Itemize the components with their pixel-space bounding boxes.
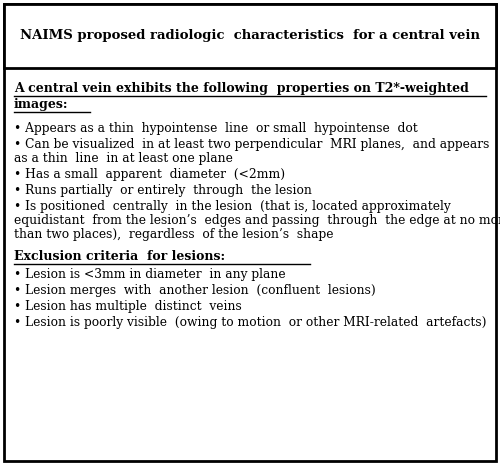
Text: • Is positioned  centrally  in the lesion  (that is, located approximately: • Is positioned centrally in the lesion … <box>14 200 451 213</box>
Text: • Lesion is poorly visible  (owing to motion  or other MRI-related  artefacts): • Lesion is poorly visible (owing to mot… <box>14 316 486 329</box>
Text: • Runs partially  or entirely  through  the lesion: • Runs partially or entirely through the… <box>14 184 312 197</box>
Text: • Appears as a thin  hypointense  line  or small  hypointense  dot: • Appears as a thin hypointense line or … <box>14 122 418 135</box>
Text: • Can be visualized  in at least two perpendicular  MRI planes,  and appears: • Can be visualized in at least two perp… <box>14 138 490 151</box>
Text: equidistant  from the lesion’s  edges and passing  through  the edge at no more: equidistant from the lesion’s edges and … <box>14 214 500 227</box>
Text: NAIMS proposed radiologic  characteristics  for a central vein: NAIMS proposed radiologic characteristic… <box>20 29 480 42</box>
Text: than two places),  regardless  of the lesion’s  shape: than two places), regardless of the lesi… <box>14 228 334 241</box>
Text: images:: images: <box>14 98 68 111</box>
Text: • Lesion merges  with  another lesion  (confluent  lesions): • Lesion merges with another lesion (con… <box>14 284 376 297</box>
Text: Exclusion criteria  for lesions:: Exclusion criteria for lesions: <box>14 250 225 263</box>
Text: • Lesion has multiple  distinct  veins: • Lesion has multiple distinct veins <box>14 300 242 313</box>
Text: A central vein exhibits the following  properties on T2*-weighted: A central vein exhibits the following pr… <box>14 82 469 95</box>
Text: as a thin  line  in at least one plane: as a thin line in at least one plane <box>14 152 233 165</box>
Bar <box>4 4 496 68</box>
Text: • Has a small  apparent  diameter  (<2mm): • Has a small apparent diameter (<2mm) <box>14 168 285 181</box>
Text: • Lesion is <3mm in diameter  in any plane: • Lesion is <3mm in diameter in any plan… <box>14 268 285 281</box>
